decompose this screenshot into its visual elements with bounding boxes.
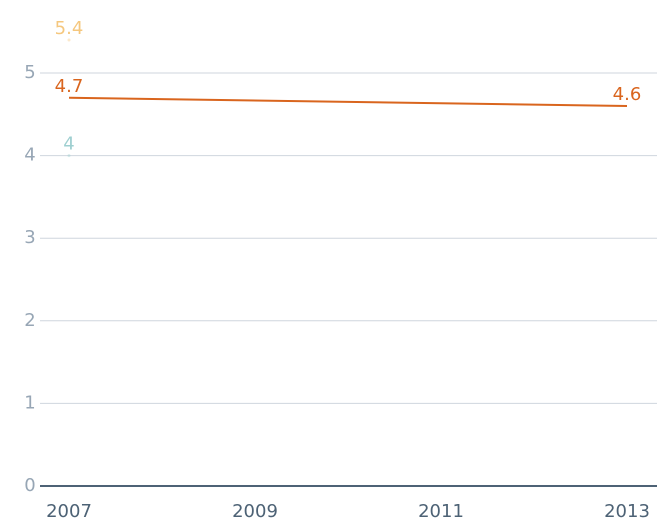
point bbox=[67, 154, 71, 158]
y-tick-label: 4 bbox=[24, 145, 35, 166]
point bbox=[67, 38, 71, 42]
y-tick-label: 1 bbox=[24, 392, 35, 413]
x-tick-label: 2011 bbox=[418, 501, 464, 520]
data-label: 4 bbox=[63, 134, 74, 155]
y-tick-label: 3 bbox=[24, 227, 35, 248]
y-tick-label: 2 bbox=[24, 310, 35, 331]
data-label: 5.4 bbox=[55, 18, 84, 39]
data-label: 4.6 bbox=[613, 84, 642, 105]
x-tick-label: 2013 bbox=[604, 501, 650, 520]
y-tick-label: 5 bbox=[24, 62, 35, 83]
x-tick-label: 2009 bbox=[232, 501, 278, 520]
x-tick-label: 2007 bbox=[46, 501, 92, 520]
data-label: 4.7 bbox=[55, 76, 84, 97]
y-tick-label: 0 bbox=[24, 475, 35, 496]
line bbox=[68, 96, 628, 108]
